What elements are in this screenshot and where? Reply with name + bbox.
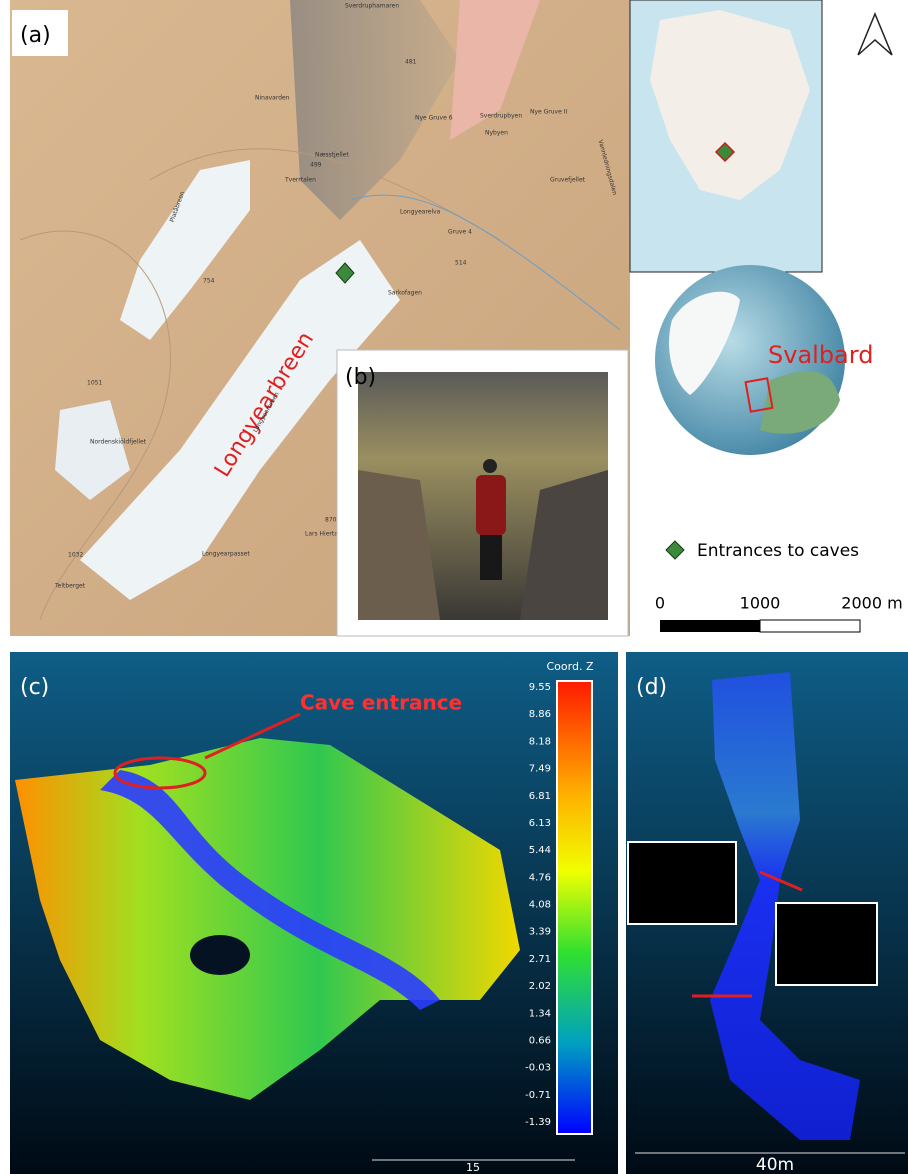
colorbar-tick-label: 3.39 (529, 927, 551, 938)
colorbar-tick-label: 8.18 (529, 736, 551, 747)
person (483, 459, 497, 473)
place-name: 1051 (87, 380, 102, 387)
colorbar-tick-label: 5.44 (529, 845, 551, 856)
place-name: Sverdruphamaren (345, 3, 399, 10)
place-name: Tverrtalen (284, 177, 316, 184)
panel-a: (a) Longyearbreen SverdruphamarenNinavar… (10, 0, 903, 636)
cave-wall (520, 470, 608, 620)
legend-marker (665, 540, 685, 560)
colorbar-tick-label: -0.71 (525, 1090, 551, 1101)
scale-label: 2000 m (841, 594, 902, 613)
colorbar-tick-label: 1.34 (529, 1008, 551, 1019)
cave-entrance-marker (714, 141, 736, 163)
place-name: Ninavarden (255, 95, 290, 102)
place-name: Sverdrupbyen (480, 113, 522, 120)
scale-bar (759, 619, 861, 633)
contour (149, 148, 501, 241)
person (476, 475, 506, 535)
point-cloud (710, 672, 860, 1140)
panel-label: (a) (20, 23, 51, 48)
place-name: Longyearelva (400, 209, 441, 216)
scale-bar (660, 620, 760, 632)
colorbar-tick-label: 2.02 (529, 981, 551, 992)
point-cloud-channel (100, 770, 440, 1010)
ridge (290, 0, 460, 220)
colorbar-tick-label: 0.66 (529, 1035, 551, 1046)
place-name: Nye Gruve II (530, 109, 567, 116)
river (349, 194, 621, 331)
contour (19, 230, 171, 621)
panel-b: (b) (336, 349, 629, 637)
colorbar-tick-label: 7.49 (529, 764, 551, 775)
place-name: Lars Hiertafjellet (305, 531, 355, 538)
town-area (450, 0, 540, 140)
panel-label: (b) (345, 365, 376, 390)
glacier (80, 240, 400, 600)
scale-label: 1000 (740, 594, 781, 613)
place-name: 870 (325, 517, 337, 524)
place-name: 481 (405, 59, 417, 66)
cave-entrance-marker (335, 262, 355, 284)
north-arrow (857, 12, 893, 56)
inset-land (650, 10, 810, 200)
globe-label: Svalbard (768, 341, 873, 369)
colorbar-tick-label: -1.39 (525, 1117, 551, 1128)
colorbar-tick-label: 4.76 (529, 872, 551, 883)
colorbar-title: Coord. Z (547, 660, 594, 673)
place-name: Gruve 4 (448, 229, 472, 236)
place-name: 754 (203, 278, 215, 285)
colorbar-tick-label: 8.86 (529, 709, 551, 720)
legend-text: Entrances to caves (697, 541, 859, 561)
greenland (669, 291, 740, 395)
panel-label: (c) (20, 675, 49, 700)
place-name: Næsstjellet (315, 152, 349, 159)
person (480, 535, 502, 580)
colorbar (556, 680, 593, 1135)
cross-section (775, 902, 878, 986)
label-box (12, 10, 68, 56)
panel-c: (c) Cave entrance Coord. Z 9.55 8.86 8.18 7… (10, 652, 618, 1174)
point-cloud-hole (190, 935, 250, 975)
colorbar-tick-label: -0.03 (525, 1063, 551, 1074)
scale-label: 15 (466, 1161, 480, 1174)
colorbar-tick-label: 2.71 (529, 954, 551, 965)
place-name: Longyearpasset (202, 551, 250, 558)
cross-section (627, 841, 737, 925)
annotation: Cave entrance (300, 691, 462, 715)
colorbar-tick-label: 6.81 (529, 791, 551, 802)
colorbar-tick-label: 4.08 (529, 900, 551, 911)
panel-label: (d) (636, 675, 667, 700)
section-line (759, 870, 803, 892)
place-name: Nybyen (485, 130, 508, 137)
cave-wall (358, 470, 440, 620)
entrance-ellipse (113, 756, 207, 790)
annotation-line (204, 712, 301, 760)
glacier (120, 160, 250, 340)
colorbar-tick-label: 9.55 (529, 682, 551, 693)
place-name: Sarkofagen (388, 290, 422, 297)
place-name: 1032 (68, 552, 83, 559)
place-name: Nordenskiöldfjellet (90, 439, 147, 446)
scale-label: 40m (756, 1155, 794, 1174)
colorbar-tick-label: 6.13 (529, 818, 551, 829)
place-name: 514 (455, 260, 467, 267)
place-name: Teltberget (54, 583, 86, 590)
svalbard-box (744, 377, 774, 413)
scale-label: 0 (655, 594, 665, 613)
land (760, 371, 840, 434)
place-name: Nye Gruve 6 (415, 115, 453, 122)
glacier (55, 400, 130, 500)
panel-d: (d) 40m (626, 652, 908, 1174)
place-name: Gruvefjellet (550, 177, 586, 184)
place-name: 499 (310, 162, 322, 169)
